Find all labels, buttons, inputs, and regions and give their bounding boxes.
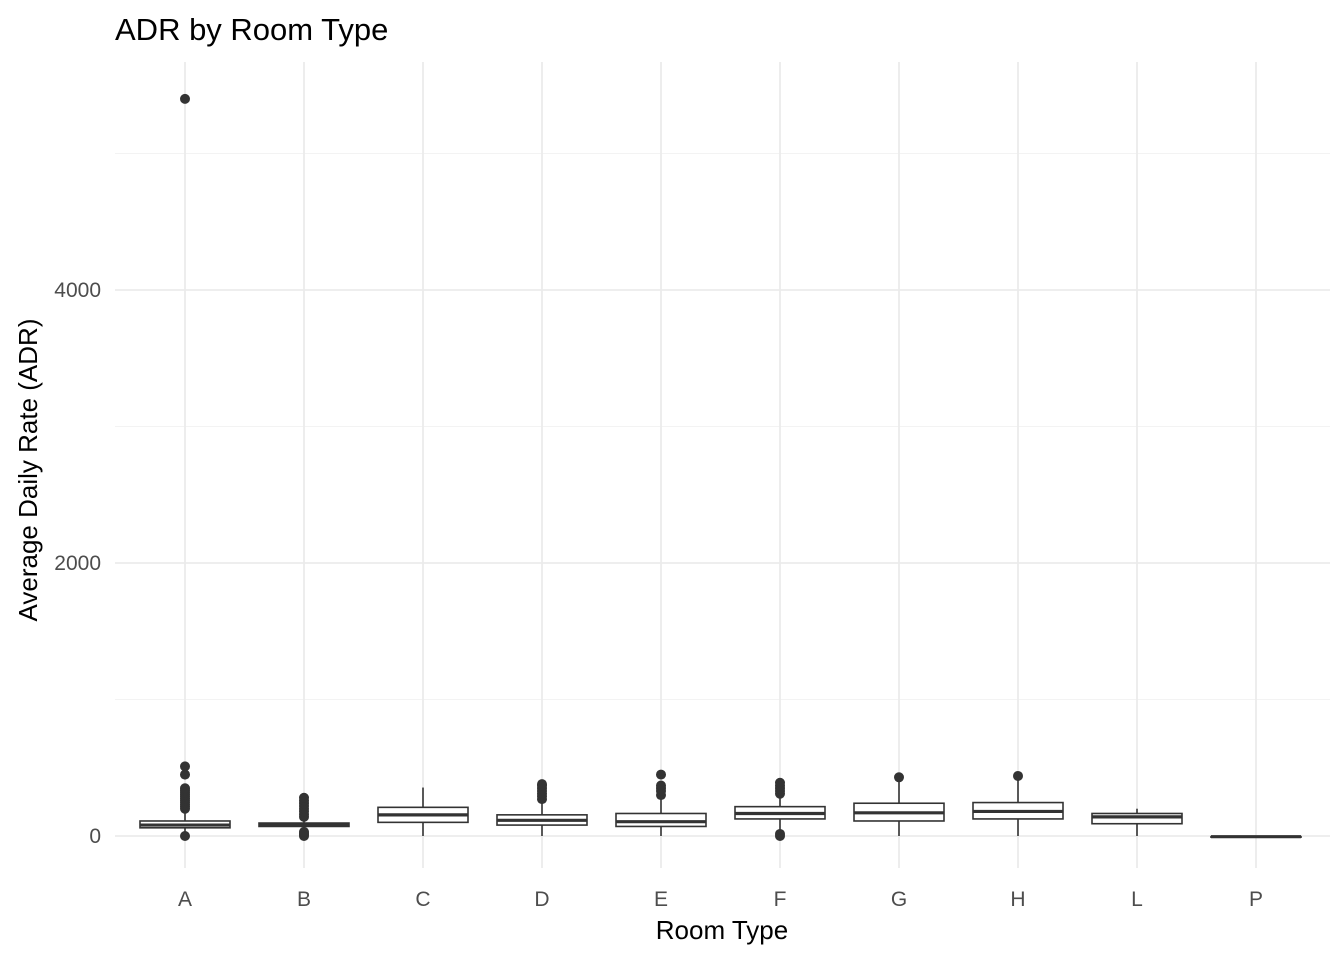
outlier-point xyxy=(180,831,190,841)
outlier-point xyxy=(299,792,309,803)
x-tick-label: B xyxy=(297,888,311,911)
boxplot-e xyxy=(615,769,707,836)
y-tick-label: 0 xyxy=(89,825,101,848)
x-axis-title: Room Type xyxy=(656,915,788,945)
y-axis-title: Average Daily Rate (ADR) xyxy=(13,319,43,622)
chart-title: ADR by Room Type xyxy=(115,12,388,47)
outlier-point xyxy=(180,783,190,794)
x-tick-label: L xyxy=(1131,888,1143,911)
outlier-point xyxy=(180,761,190,772)
y-tick-label: 2000 xyxy=(54,552,101,575)
x-tick-label: F xyxy=(774,888,787,911)
outlier-point xyxy=(656,780,666,791)
outlier-point xyxy=(775,777,785,788)
y-tick-labels: 0 2000 4000 xyxy=(54,279,101,848)
iqr-box xyxy=(615,812,707,828)
boxplot-l xyxy=(1091,808,1183,836)
boxplot-d xyxy=(496,779,588,836)
outlier-point xyxy=(775,828,785,839)
outlier-point xyxy=(537,779,547,790)
x-tick-label: G xyxy=(891,888,907,911)
boxplot-a xyxy=(139,93,231,841)
outlier-point xyxy=(180,769,190,780)
grid-lines xyxy=(115,62,1330,868)
outlier-point xyxy=(299,826,309,837)
iqr-box xyxy=(1091,812,1183,825)
x-tick-label: C xyxy=(415,888,430,911)
boxplot-b xyxy=(258,792,350,841)
x-tick-label: H xyxy=(1010,888,1025,911)
x-tick-label: P xyxy=(1249,888,1263,911)
boxplot-g xyxy=(853,772,945,836)
x-tick-label: E xyxy=(654,888,668,911)
boxplot-c xyxy=(377,787,469,836)
boxplot-f xyxy=(734,777,826,841)
outlier-point xyxy=(180,93,190,104)
x-tick-label: D xyxy=(534,888,549,911)
outlier-point xyxy=(1013,770,1023,781)
y-tick-label: 4000 xyxy=(54,279,101,302)
box-layer xyxy=(139,93,1302,841)
outlier-point xyxy=(894,772,904,783)
boxplot-p xyxy=(1210,835,1302,839)
boxplot-h xyxy=(972,770,1064,836)
x-tick-label: A xyxy=(178,888,192,911)
outlier-point xyxy=(656,769,666,780)
